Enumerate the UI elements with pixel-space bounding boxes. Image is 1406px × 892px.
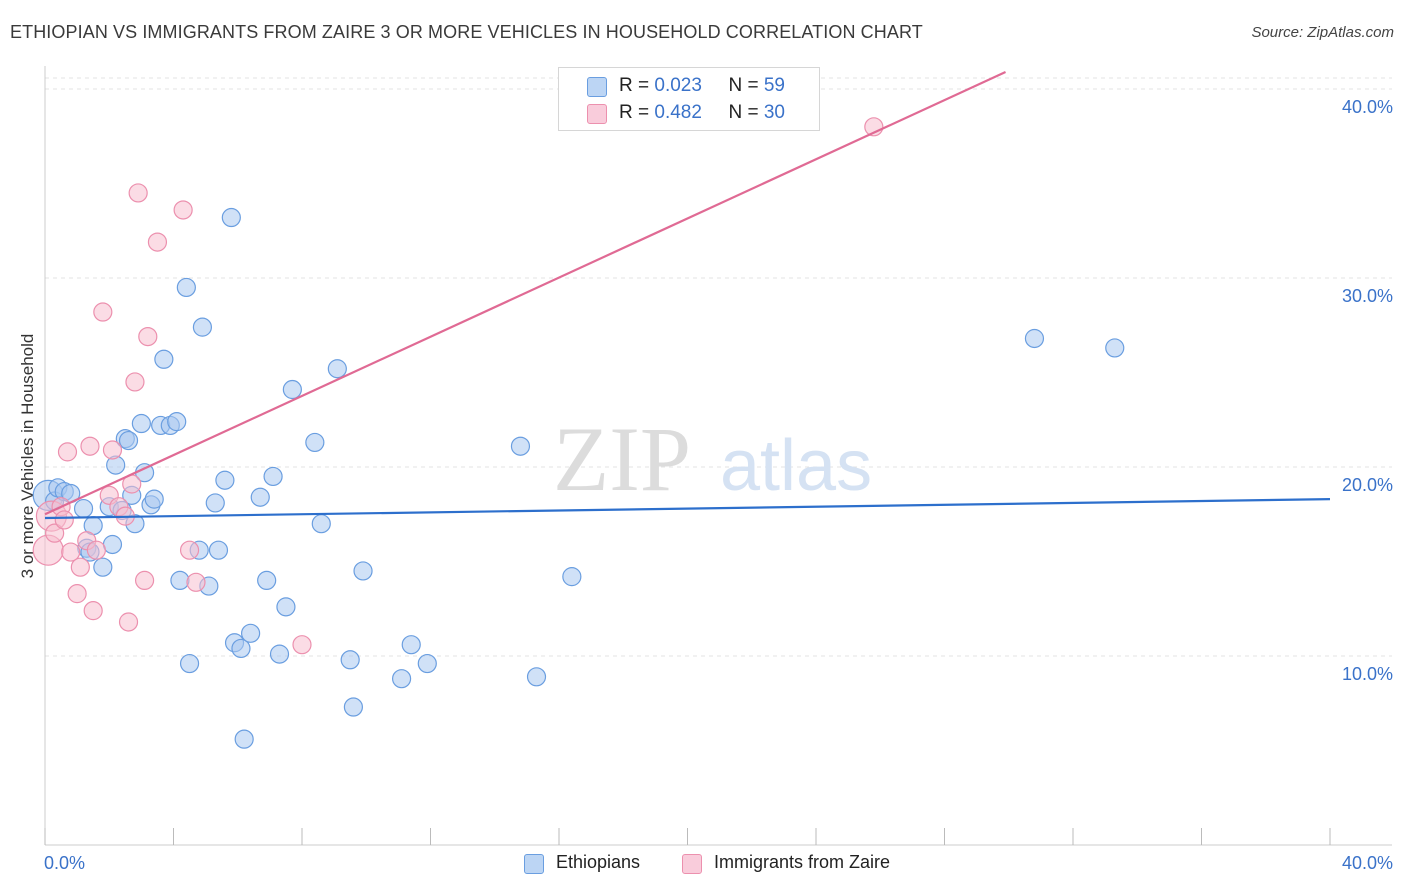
ethiopians-point-54: [417, 653, 437, 674]
watermark-zip: ZIP: [553, 408, 691, 510]
legend-r-label: R =: [619, 75, 655, 96]
zaire-point-13: [93, 302, 113, 322]
ethiopians-point-39: [241, 623, 261, 643]
ethiopians-point-55: [510, 436, 531, 456]
watermark-atlas: atlas: [720, 426, 872, 506]
watermark: ZIP atlas: [553, 408, 872, 510]
zaire-point-6: [61, 542, 81, 562]
ethiopians-point-52: [391, 669, 412, 689]
bottom-legend-swatch-blue: [524, 854, 544, 874]
zaire-point-22: [134, 570, 155, 591]
axes: [44, 66, 1392, 846]
x-tick-label-min: 0.0%: [44, 853, 85, 873]
legend-n-value: 59: [763, 75, 785, 96]
ethiopians-point-38: [234, 729, 254, 749]
zaire-point-28: [292, 635, 312, 655]
trend-lines: [44, 71, 1331, 520]
bottom-legend-label: Ethiopians: [556, 852, 641, 872]
zaire-point-12: [86, 540, 107, 560]
ethiopians-point-37: [231, 638, 251, 659]
ethiopians-point-44: [276, 597, 296, 617]
ethiopians-point-53: [401, 635, 421, 655]
tick-labels: 10.0% 20.0% 30.0% 40.0% 0.0% 40.0%: [44, 97, 1393, 873]
ethiopians-point-28: [179, 653, 200, 674]
ethiopians-point-25: [167, 412, 187, 432]
legend-swatch-pink: [587, 104, 607, 124]
ethiopians-point-45: [282, 379, 302, 400]
ethiopians-point-5: [73, 498, 94, 519]
ethiopians-point-49: [340, 650, 360, 670]
bottom-legend-swatch-pink: [682, 854, 702, 874]
ethiopians-point-40: [250, 487, 270, 507]
ethiopians-point-46: [305, 432, 325, 453]
zaire-point-18: [118, 612, 139, 632]
zaire-point-4: [54, 510, 74, 530]
correlation-legend: R = 0.023 N = 59 R = 0.482 N = 30: [558, 67, 820, 131]
zaire-point-24: [147, 232, 168, 252]
ethiopians-point-48: [327, 359, 347, 379]
ethiopians-point-57: [562, 567, 582, 587]
ethiopians-point-11: [102, 534, 123, 555]
y-tick-label-2: 30.0%: [1342, 286, 1393, 306]
chart-title: ETHIOPIAN VS IMMIGRANTS FROM ZAIRE 3 OR …: [10, 22, 923, 42]
series-zaire-points: [32, 117, 884, 655]
ethiopians-point-26: [170, 570, 190, 591]
zaire-point-10: [80, 436, 100, 456]
ethiopians-point-30: [192, 317, 213, 337]
ethiopians-point-51: [353, 561, 373, 581]
ethiopians-point-15: [118, 430, 139, 451]
legend-swatch-blue: [587, 77, 607, 97]
ethiopians-point-41: [257, 570, 277, 591]
ethiopians-point-43: [269, 644, 290, 664]
legend-r-label: R =: [619, 102, 655, 123]
ethiopians-point-33: [208, 540, 229, 560]
zaire-point-25: [173, 200, 193, 220]
trend-line-zaire: [44, 71, 1006, 516]
ethiopians-point-35: [221, 207, 241, 228]
zaire-point-23: [138, 326, 158, 347]
ethiopians-point-9: [93, 557, 113, 577]
ethiopians-point-56: [526, 667, 547, 687]
zaire-point-11: [83, 601, 103, 621]
y-tick-label-3: 40.0%: [1342, 97, 1393, 117]
legend-r-value: 0.023: [654, 75, 702, 96]
ethiopians-point-18: [131, 413, 151, 434]
zaire-point-27: [186, 572, 206, 592]
ethiopians-point-59: [1105, 338, 1125, 358]
y-tick-label-0: 10.0%: [1342, 664, 1393, 684]
ethiopians-point-50: [343, 697, 363, 717]
legend-n-value: 30: [763, 102, 785, 123]
y-tick-label-1: 20.0%: [1342, 475, 1393, 495]
bottom-legend-label: Immigrants from Zaire: [714, 852, 891, 872]
zaire-point-7: [67, 584, 87, 604]
legend-r-value: 0.482: [654, 102, 702, 123]
zaire-point-15: [102, 440, 123, 460]
legend-n-label: N =: [728, 75, 764, 96]
ethiopians-point-58: [1024, 328, 1045, 349]
ethiopians-point-32: [205, 493, 225, 513]
ethiopians-point-27: [176, 277, 196, 298]
zaire-point-20: [125, 372, 145, 392]
trend-line-ethiopians: [44, 498, 1331, 520]
ethiopians-point-47: [311, 514, 331, 534]
legend-n-label: N =: [728, 102, 764, 123]
zaire-point-5: [57, 442, 78, 462]
ethiopians-point-21: [144, 489, 164, 509]
zaire-point-8: [70, 557, 90, 577]
ethiopians-point-23: [154, 349, 174, 369]
zaire-point-21: [128, 183, 148, 203]
ethiopians-point-34: [215, 470, 235, 490]
source-label: Source: ZipAtlas.com: [1251, 24, 1394, 41]
x-tick-label-max: 40.0%: [1342, 853, 1393, 873]
ethiopians-point-42: [263, 466, 283, 487]
grid-lines: [45, 77, 1392, 657]
zaire-point-26: [179, 540, 200, 560]
zaire-point-2: [45, 523, 65, 543]
